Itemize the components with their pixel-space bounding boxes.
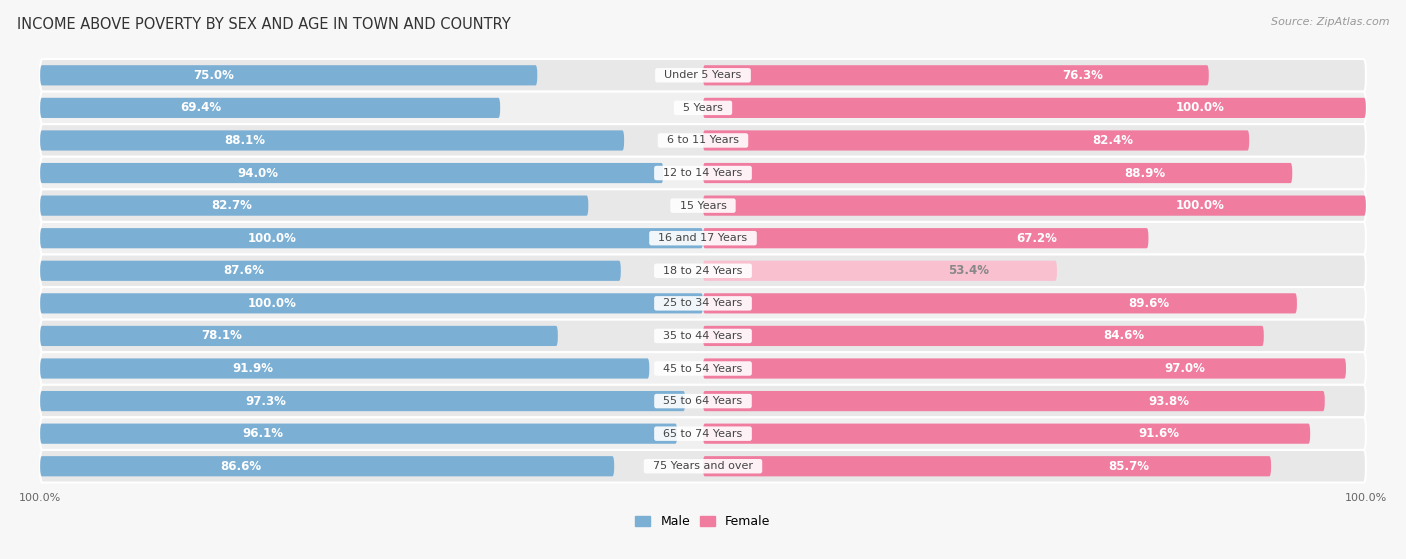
Text: 5 Years: 5 Years xyxy=(676,103,730,113)
Text: 65 to 74 Years: 65 to 74 Years xyxy=(657,429,749,439)
Text: 96.1%: 96.1% xyxy=(243,427,284,440)
FancyBboxPatch shape xyxy=(41,65,537,86)
FancyBboxPatch shape xyxy=(703,98,1365,118)
FancyBboxPatch shape xyxy=(41,352,1365,385)
Text: 100.0%: 100.0% xyxy=(1175,199,1225,212)
Text: 97.0%: 97.0% xyxy=(1164,362,1206,375)
FancyBboxPatch shape xyxy=(703,358,1346,378)
FancyBboxPatch shape xyxy=(41,59,1365,92)
Text: 100.0%: 100.0% xyxy=(247,297,297,310)
FancyBboxPatch shape xyxy=(41,98,501,118)
FancyBboxPatch shape xyxy=(41,293,703,314)
Text: 75.0%: 75.0% xyxy=(194,69,235,82)
Text: 91.6%: 91.6% xyxy=(1137,427,1178,440)
Text: 75 Years and over: 75 Years and over xyxy=(645,461,761,471)
Text: 55 to 64 Years: 55 to 64 Years xyxy=(657,396,749,406)
Text: 88.1%: 88.1% xyxy=(224,134,266,147)
Text: 89.6%: 89.6% xyxy=(1128,297,1168,310)
FancyBboxPatch shape xyxy=(41,424,678,444)
FancyBboxPatch shape xyxy=(703,326,1264,346)
Text: 82.7%: 82.7% xyxy=(211,199,253,212)
Text: 69.4%: 69.4% xyxy=(180,101,222,115)
Text: 18 to 24 Years: 18 to 24 Years xyxy=(657,266,749,276)
FancyBboxPatch shape xyxy=(703,424,1310,444)
FancyBboxPatch shape xyxy=(41,391,685,411)
FancyBboxPatch shape xyxy=(703,293,1296,314)
FancyBboxPatch shape xyxy=(41,326,558,346)
Text: 35 to 44 Years: 35 to 44 Years xyxy=(657,331,749,341)
FancyBboxPatch shape xyxy=(703,260,1057,281)
FancyBboxPatch shape xyxy=(41,287,1365,320)
Text: 100.0%: 100.0% xyxy=(247,231,297,245)
Text: 12 to 14 Years: 12 to 14 Years xyxy=(657,168,749,178)
Text: 53.4%: 53.4% xyxy=(948,264,988,277)
FancyBboxPatch shape xyxy=(41,163,664,183)
FancyBboxPatch shape xyxy=(703,456,1271,476)
Text: 93.8%: 93.8% xyxy=(1149,395,1189,408)
FancyBboxPatch shape xyxy=(41,418,1365,450)
Text: 76.3%: 76.3% xyxy=(1062,69,1102,82)
FancyBboxPatch shape xyxy=(703,65,1209,86)
FancyBboxPatch shape xyxy=(41,228,703,248)
Text: 87.6%: 87.6% xyxy=(224,264,264,277)
Text: 88.9%: 88.9% xyxy=(1125,167,1166,179)
Text: INCOME ABOVE POVERTY BY SEX AND AGE IN TOWN AND COUNTRY: INCOME ABOVE POVERTY BY SEX AND AGE IN T… xyxy=(17,17,510,32)
FancyBboxPatch shape xyxy=(703,130,1249,150)
Text: 97.3%: 97.3% xyxy=(246,395,287,408)
FancyBboxPatch shape xyxy=(703,391,1324,411)
FancyBboxPatch shape xyxy=(41,260,621,281)
FancyBboxPatch shape xyxy=(703,196,1365,216)
Text: 25 to 34 Years: 25 to 34 Years xyxy=(657,299,749,309)
FancyBboxPatch shape xyxy=(41,157,1365,190)
Text: 86.6%: 86.6% xyxy=(221,459,262,473)
FancyBboxPatch shape xyxy=(41,190,1365,222)
FancyBboxPatch shape xyxy=(41,130,624,150)
Text: 15 Years: 15 Years xyxy=(672,201,734,211)
FancyBboxPatch shape xyxy=(41,254,1365,287)
FancyBboxPatch shape xyxy=(41,124,1365,157)
Text: 16 and 17 Years: 16 and 17 Years xyxy=(651,233,755,243)
Text: 45 to 54 Years: 45 to 54 Years xyxy=(657,363,749,373)
Text: 84.6%: 84.6% xyxy=(1104,329,1144,343)
FancyBboxPatch shape xyxy=(41,358,650,378)
Text: 100.0%: 100.0% xyxy=(1175,101,1225,115)
Text: Source: ZipAtlas.com: Source: ZipAtlas.com xyxy=(1271,17,1389,27)
FancyBboxPatch shape xyxy=(41,196,588,216)
Text: 94.0%: 94.0% xyxy=(238,167,278,179)
FancyBboxPatch shape xyxy=(703,163,1292,183)
Text: Under 5 Years: Under 5 Years xyxy=(658,70,748,80)
Text: 78.1%: 78.1% xyxy=(201,329,242,343)
Text: 67.2%: 67.2% xyxy=(1017,231,1057,245)
FancyBboxPatch shape xyxy=(41,320,1365,352)
FancyBboxPatch shape xyxy=(41,456,614,476)
FancyBboxPatch shape xyxy=(41,92,1365,124)
Legend: Male, Female: Male, Female xyxy=(630,510,776,533)
FancyBboxPatch shape xyxy=(41,450,1365,482)
Text: 91.9%: 91.9% xyxy=(233,362,274,375)
FancyBboxPatch shape xyxy=(41,385,1365,418)
Text: 6 to 11 Years: 6 to 11 Years xyxy=(659,135,747,145)
FancyBboxPatch shape xyxy=(41,222,1365,254)
FancyBboxPatch shape xyxy=(703,228,1149,248)
Text: 85.7%: 85.7% xyxy=(1108,459,1150,473)
Text: 82.4%: 82.4% xyxy=(1092,134,1133,147)
